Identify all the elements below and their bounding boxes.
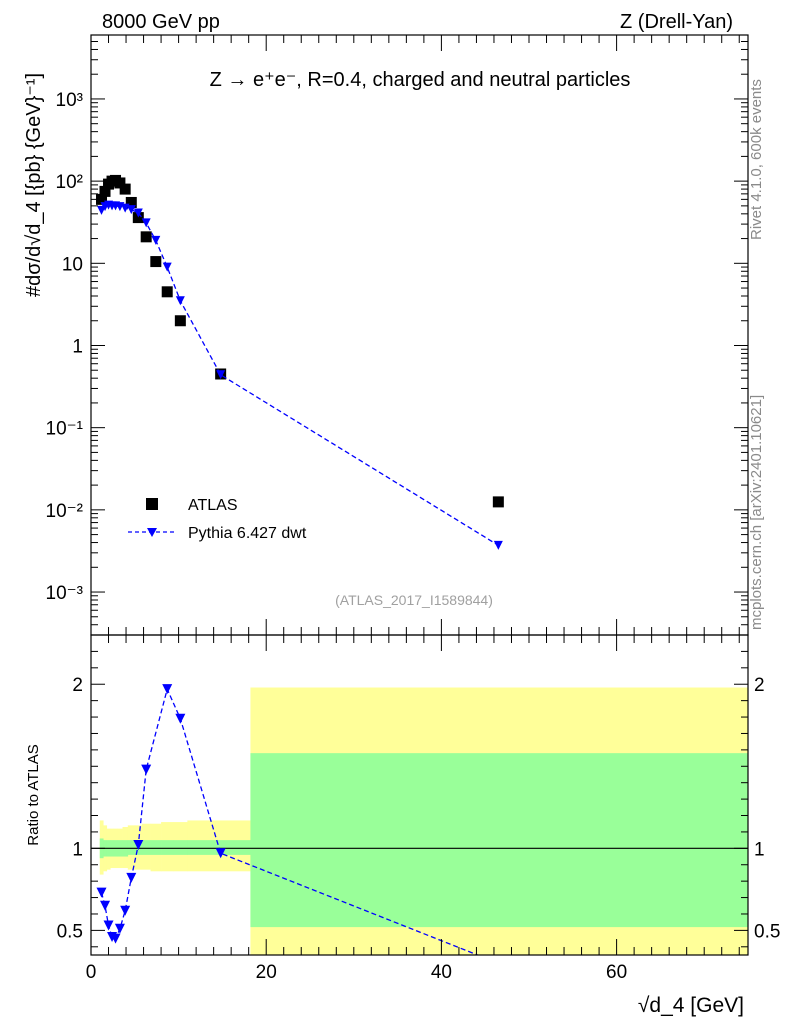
ratio-pythia-point <box>100 900 111 911</box>
analysis-tag: (ATLAS_2017_I1589844) <box>335 592 493 608</box>
legend-atlas-marker <box>146 498 158 510</box>
ratio-xtick-label: 0 <box>86 962 97 983</box>
ratio-panel <box>91 684 749 955</box>
main-ytick-label: 10⁻² <box>46 501 84 522</box>
main-ytick-label: 10⁻³ <box>46 583 84 604</box>
atlas-point <box>96 193 108 205</box>
legend-atlas-label: ATLAS <box>188 497 238 514</box>
ratio-band-stat <box>187 840 251 855</box>
atlas-point <box>132 212 144 224</box>
ratio-ytick-label-right: 0.5 <box>754 921 780 942</box>
ratio-pythia-point <box>162 684 173 695</box>
ratio-xtick-label: 20 <box>256 962 277 983</box>
atlas-point <box>174 315 186 327</box>
ratio-pythia-point <box>141 764 152 775</box>
atlas-point <box>161 286 173 298</box>
main-ytick-label: 10² <box>56 172 83 193</box>
ratio-pythia-point <box>114 923 125 934</box>
main-ylabel: #dσ/d√d_4 [{pb} {GeV}⁻¹] <box>23 73 45 297</box>
main-ytick-label: 1 <box>72 336 83 357</box>
process-label: Z (Drell-Yan) <box>620 11 733 33</box>
pythia-point <box>493 540 503 550</box>
energy-label: 8000 GeV pp <box>102 11 220 33</box>
main-ytick-label: 10⁻¹ <box>46 419 84 440</box>
ratio-band-stat <box>250 753 749 928</box>
pythia-point <box>141 218 151 228</box>
ratio-ytick-label: 2 <box>72 675 83 696</box>
main-panel <box>96 174 504 550</box>
pythia-point <box>126 205 136 215</box>
ratio-xtick-label: 40 <box>431 962 452 983</box>
atlas-point <box>140 231 152 243</box>
atlas-point <box>150 256 162 268</box>
plot-title: Z → e⁺e⁻, R=0.4, charged and neutral par… <box>210 69 631 91</box>
ratio-axes: 0 20 40 60 0.5 0.5 1 1 2 2 <box>57 635 780 983</box>
pythia-point <box>175 296 185 306</box>
ratio-pythia-point <box>215 848 226 859</box>
main-ytick-label: 10³ <box>56 90 83 111</box>
ratio-frame <box>90 634 749 956</box>
pythia-point <box>216 370 226 380</box>
main-axes: 10⁻³ 10⁻² 10⁻¹ 1 10 10² 10³ <box>46 34 748 636</box>
ratio-band-stat <box>161 840 174 855</box>
ratio-pythia-point <box>126 872 137 883</box>
ratio-band-stat <box>150 840 162 855</box>
ratio-pythia-point <box>175 713 186 724</box>
ratio-pythia-point <box>110 933 121 944</box>
rivet-label: Rivet 4.1.0, 600k events <box>748 79 765 240</box>
atlas-point <box>119 183 131 195</box>
ratio-ytick-label-right: 1 <box>754 839 765 860</box>
pythia-point <box>133 208 143 218</box>
atlas-point <box>492 496 504 508</box>
mcplots-label: mcplots.cern.ch [arXiv:2401.10621] <box>748 395 765 630</box>
legend-pythia-marker <box>147 528 157 537</box>
ratio-pythia-point <box>120 905 131 916</box>
ratio-pythia-point <box>96 887 107 898</box>
ratio-pythia-point <box>103 920 114 931</box>
ratio-band-stat <box>141 840 151 855</box>
atlas-point <box>99 185 111 197</box>
ratio-ylabel: Ratio to ATLAS <box>25 744 42 845</box>
atlas-point <box>114 177 126 189</box>
atlas-point <box>125 196 137 208</box>
pythia-point <box>151 235 161 245</box>
ratio-band-stat <box>127 840 136 855</box>
main-ytick-label: 10 <box>62 254 83 275</box>
ratio-band-stat <box>173 840 188 855</box>
ratio-xtick-label: 60 <box>606 962 627 983</box>
ratio-ytick-label: 0.5 <box>57 921 83 942</box>
ratio-xlabel: √d_4 [GeV] <box>638 994 744 1017</box>
ratio-pythia-point <box>133 840 144 851</box>
pythia-point <box>162 262 172 272</box>
legend: ATLAS Pythia 6.427 dwt <box>128 497 307 542</box>
ratio-ytick-label-right: 2 <box>754 675 765 696</box>
ratio-ytick-label: 1 <box>72 839 83 860</box>
main-frame <box>90 34 749 636</box>
legend-pythia-label: Pythia 6.427 dwt <box>188 525 307 542</box>
